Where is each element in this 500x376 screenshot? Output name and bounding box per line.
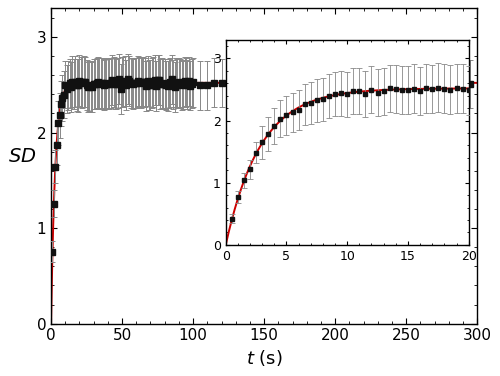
Y-axis label: $\mathit{SD}$: $\mathit{SD}$ <box>8 147 37 166</box>
X-axis label: $\mathit{t}$ (s): $\mathit{t}$ (s) <box>246 348 282 368</box>
